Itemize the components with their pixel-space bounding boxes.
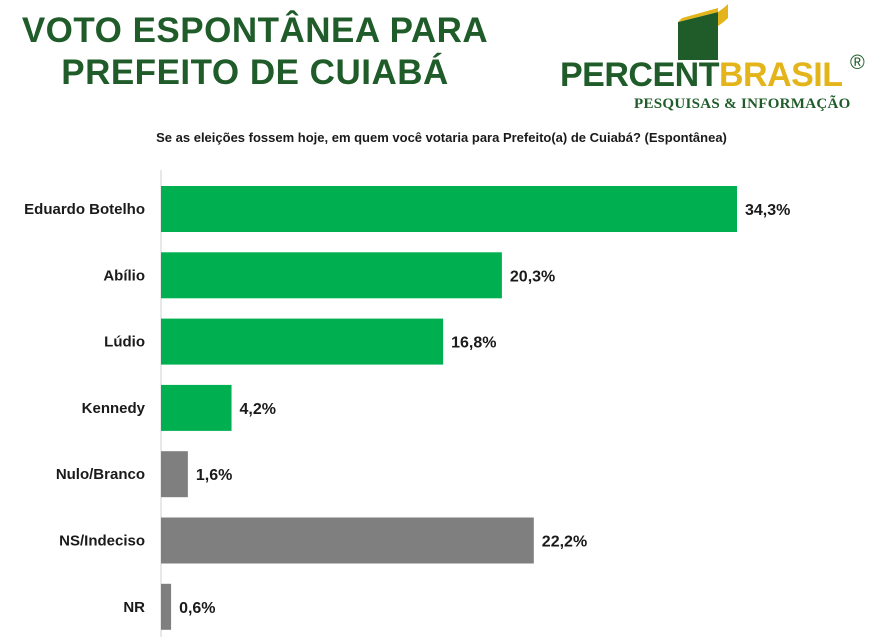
bar-0 — [161, 186, 737, 232]
bar-1 — [161, 252, 502, 299]
logo-word-brasil: BRASIL — [718, 56, 843, 94]
bar-4 — [161, 451, 188, 498]
bar-5 — [161, 517, 534, 564]
category-label-5: NS/Indeciso — [59, 533, 145, 550]
logo-subtitle: PESQUISAS & INFORMAÇÃO — [634, 96, 851, 112]
value-label-3: 4,2% — [240, 401, 276, 418]
category-label-1: Abílio — [103, 267, 145, 284]
value-label-6: 0,6% — [179, 600, 215, 617]
value-label-2: 16,8% — [451, 335, 496, 352]
logo-wordmark: PERCENTBRASIL — [560, 56, 843, 95]
bar-2 — [161, 318, 444, 365]
logo-registered-mark: ® — [850, 52, 865, 74]
chart-title: VOTO ESPONTÂNEA PARA PREFEITO DE CUIABÁ — [20, 10, 490, 94]
value-label-5: 22,2% — [542, 534, 587, 551]
logo-word-percent: PERCENT — [560, 56, 719, 94]
bar-6 — [161, 583, 172, 630]
percentbrasil-logo: PERCENTBRASIL ® PESQUISAS & INFORMAÇÃO — [560, 4, 870, 116]
category-label-6: NR — [123, 599, 145, 616]
bar-3 — [161, 384, 232, 431]
value-label-4: 1,6% — [196, 467, 232, 484]
category-label-4: Nulo/Branco — [56, 466, 145, 483]
value-label-1: 20,3% — [510, 268, 555, 285]
title-line-2: PREFEITO DE CUIABÁ — [61, 53, 449, 92]
category-label-3: Kennedy — [82, 400, 146, 417]
survey-question: Se as eleições fossem hoje, em quem você… — [156, 130, 727, 145]
category-label-0: Eduardo Botelho — [24, 201, 145, 218]
category-label-2: Lúdio — [104, 334, 145, 351]
value-label-0: 34,3% — [745, 202, 790, 219]
logo-flag-icon — [678, 4, 728, 60]
bar-chart: Eduardo Botelho 34,3% Abílio 20,3% Lúdio 16,8… — [24, 170, 790, 637]
title-line-1: VOTO ESPONTÂNEA PARA — [21, 11, 489, 50]
